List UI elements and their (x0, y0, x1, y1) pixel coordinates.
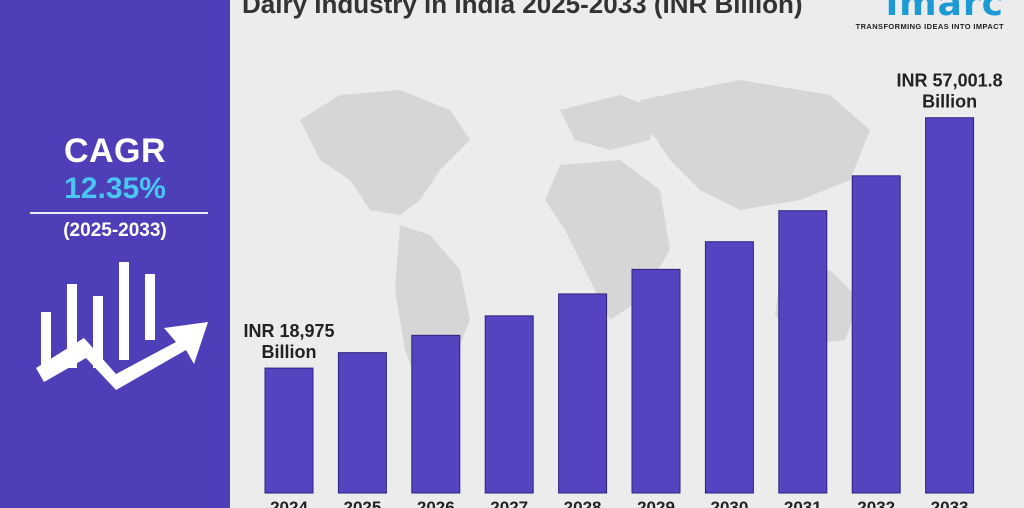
x-axis-labels: 2024 2025 2026 2027 2028 2029 2030 2031 2032 2033 (270, 498, 968, 508)
x-tick-2031: 2031 (784, 498, 822, 508)
x-tick-2025: 2025 (343, 498, 381, 508)
cagr-label: CAGR (63, 132, 167, 170)
annotation-2033-line-1: INR 57,001.8 (897, 71, 1003, 91)
bar-2033 (925, 117, 975, 494)
bar-2026 (411, 334, 461, 494)
x-tick-2024: 2024 (270, 498, 308, 508)
bar-2024 (264, 367, 314, 494)
x-tick-2030: 2030 (710, 498, 748, 508)
cagr-value: 12.35% (64, 172, 166, 205)
cagr-period: (2025-2033) (63, 220, 167, 241)
bars-layer (264, 117, 975, 494)
logo-tagline: TRANSFORMING IDEAS INTO IMPACT (855, 22, 1004, 31)
bar-2029 (631, 268, 681, 494)
annotation-2024-line-1: INR 18,975 (243, 321, 334, 341)
x-tick-2028: 2028 (564, 498, 602, 508)
brand-logo: imarc TRANSFORMING IDEAS INTO IMPACT (856, 0, 1004, 31)
x-tick-2029: 2029 (637, 498, 675, 508)
x-tick-2026: 2026 (417, 498, 455, 508)
chart-title: Dairy Industry in India 2025-2033 (INR B… (242, 0, 803, 19)
x-tick-2027: 2027 (490, 498, 528, 508)
bar-2030 (704, 241, 754, 494)
annotation-2033-line-2: Billion (922, 92, 977, 112)
bar-2028 (558, 293, 608, 494)
x-tick-2032: 2032 (857, 498, 895, 508)
bar-2027 (484, 315, 534, 494)
cagr-panel (0, 0, 230, 508)
bar-chart-trend-icon (36, 262, 208, 390)
logo-wordmark: imarc (885, 0, 1004, 24)
cagr-divider (30, 212, 208, 214)
bar-2025 (337, 352, 387, 494)
bar-2031 (778, 210, 828, 494)
bar-2032 (851, 175, 901, 494)
annotation-2024-line-2: Billion (262, 342, 317, 362)
x-tick-2033: 2033 (931, 498, 969, 508)
